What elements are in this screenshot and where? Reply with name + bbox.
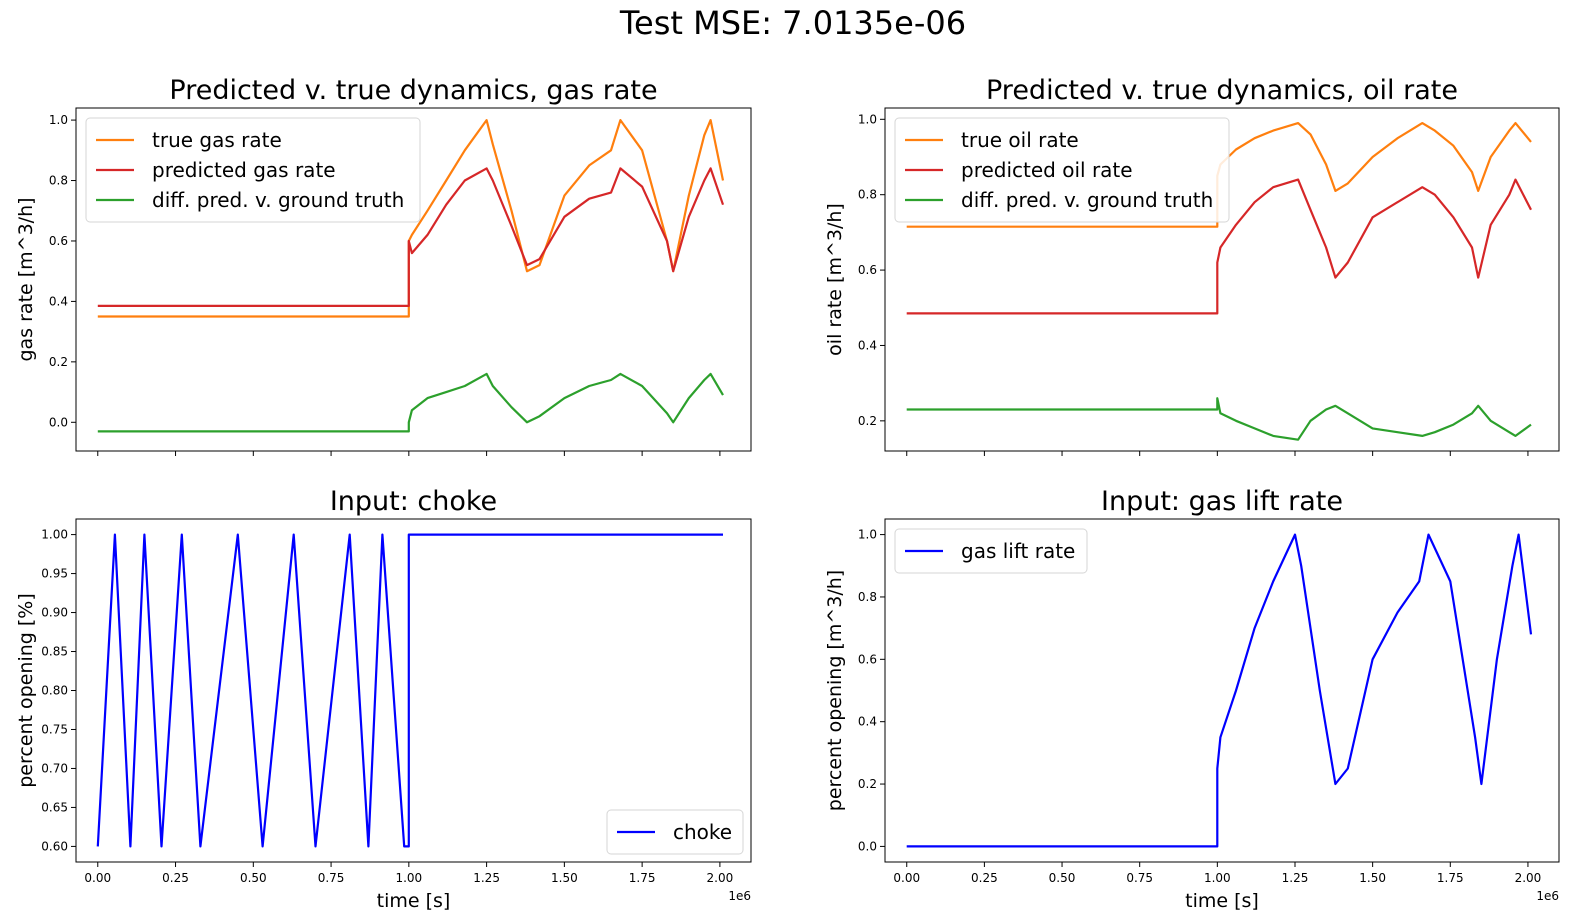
figure-title: Test MSE: 7.0135e-06 [619,4,966,42]
chart-panel-oil: Predicted v. true dynamics, oil rate 0.2 0… [824,75,1560,456]
y-tick-label: 0.4 [858,338,877,352]
legend: choke [606,809,744,855]
series-line-1 [97,167,725,307]
y-tick-label: 0.65 [41,800,68,814]
x-offset-text: 1e6 [728,889,751,903]
x-tick-label: 0.25 [971,871,998,885]
legend-label: diff. pred. v. ground truth [152,188,404,212]
series-line-0 [906,121,1532,228]
legend-label: predicted gas rate [152,158,336,182]
series-line-2 [906,397,1532,441]
x-tick-label: 2.00 [707,871,734,885]
y-tick-label: 0.6 [49,234,68,248]
x-tick-label: 2.00 [1515,871,1542,885]
x-tick-label: 1.00 [395,871,422,885]
series-line-0 [97,118,725,318]
series-group [96,533,723,848]
y-tick-label: 0.90 [41,606,68,620]
x-tick-label: 1.75 [629,871,656,885]
y-tick-label: 0.4 [49,294,68,308]
legend-label: gas lift rate [961,539,1075,563]
legend: true oil rate predicted oil rate diff. pre… [894,117,1230,223]
y-tick-label: 0.4 [858,715,877,729]
x-tick-label: 1.25 [1282,871,1309,885]
y-axis-label: gas rate [m^3/h] [15,197,37,361]
y-tick-label: 0.0 [858,839,877,853]
y-axis-label: percent opening [m^3/h] [824,570,846,811]
plot-frame [75,107,752,452]
y-tick-label: 1.0 [858,112,877,126]
plot-frame [884,518,1560,863]
legend-label: true gas rate [152,128,282,152]
y-tick-label: 0.2 [858,414,877,428]
x-tick-label: 0.50 [1049,871,1076,885]
chart-title: Input: choke [330,486,497,517]
x-tick-label: 0.50 [240,871,267,885]
y-tick-label: 0.60 [41,839,68,853]
y-tick-label: 0.8 [49,174,68,188]
y-tick-label: 0.2 [858,777,877,791]
y-tick-label: 0.8 [858,590,877,604]
y-tick-label: 0.2 [49,355,68,369]
legend-label: predicted oil rate [961,158,1133,182]
chart-title: Predicted v. true dynamics, gas rate [169,75,657,106]
y-tick-label: 1.00 [41,528,68,542]
y-tick-label: 0.75 [41,722,68,736]
x-tick-label: 1.25 [473,871,500,885]
y-tick-label: 0.6 [858,652,877,666]
x-tick-label: 0.25 [162,871,189,885]
y-tick-label: 0.6 [858,263,877,277]
x-tick-label: 0.75 [318,871,345,885]
chart-panel-gas: Predicted v. true dynamics, gas rate 0.0 0… [15,75,752,456]
legend: gas lift rate [894,528,1088,574]
x-tick-label: 1.00 [1204,871,1231,885]
x-axis-label: time [s] [377,890,451,912]
x-tick-label: 1.75 [1437,871,1464,885]
y-tick-label: 0.8 [858,188,877,202]
y-tick-label: 1.0 [49,113,68,127]
x-tick-label: 1.50 [1359,871,1386,885]
series-line-1 [906,178,1532,315]
plot-frame [884,107,1560,452]
legend-label: choke [673,820,732,844]
y-tick-label: 0.85 [41,645,68,659]
y-tick-label: 0.80 [41,684,68,698]
x-tick-label: 0.00 [84,871,111,885]
series-line-0 [96,533,723,848]
legend-box [894,528,1088,574]
series-group [906,533,1533,848]
legend-box [606,809,744,855]
chart-panel-choke: Input: choke 0.00 0.25 0.50 0.75 1.00 1.25 1.50… [15,486,752,912]
y-axis-label: percent opening [%] [15,593,37,788]
legend: true gas rate predicted gas rate diff. pre… [85,117,421,223]
y-tick-label: 1.0 [858,528,877,542]
x-tick-label: 1.50 [551,871,578,885]
chart-title: Input: gas lift rate [1101,486,1343,517]
x-axis-label: time [s] [1185,890,1259,912]
y-tick-label: 0.0 [49,415,68,429]
series-group [906,121,1532,441]
legend-label: diff. pred. v. ground truth [961,188,1213,212]
legend-box [894,117,1230,223]
y-tick-label: 0.70 [41,761,68,775]
series-group [97,118,725,433]
chart-title: Predicted v. true dynamics, oil rate [986,75,1458,106]
y-tick-label: 0.95 [41,567,68,581]
x-tick-label: 0.00 [893,871,920,885]
legend-box [85,117,421,223]
x-offset-text: 1e6 [1536,889,1559,903]
x-tick-label: 0.75 [1126,871,1153,885]
y-axis-label: oil rate [m^3/h] [824,203,846,356]
series-line-2 [97,372,724,433]
legend-label: true oil rate [961,128,1079,152]
series-line-0 [906,533,1533,848]
